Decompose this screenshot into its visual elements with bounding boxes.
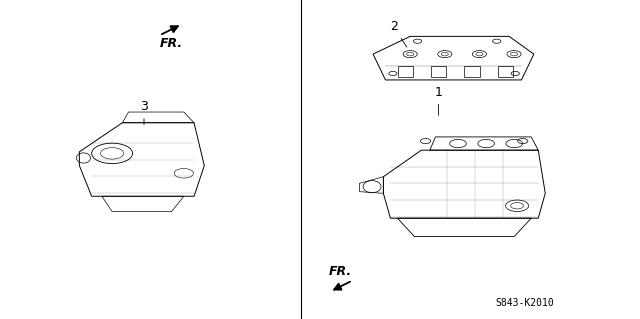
Text: 3: 3 — [140, 100, 148, 125]
Text: FR.: FR. — [160, 37, 183, 50]
Text: 1: 1 — [435, 86, 442, 115]
Text: 2: 2 — [390, 20, 407, 47]
Text: FR.: FR. — [329, 265, 352, 278]
Text: S843-K2010: S843-K2010 — [495, 298, 554, 308]
